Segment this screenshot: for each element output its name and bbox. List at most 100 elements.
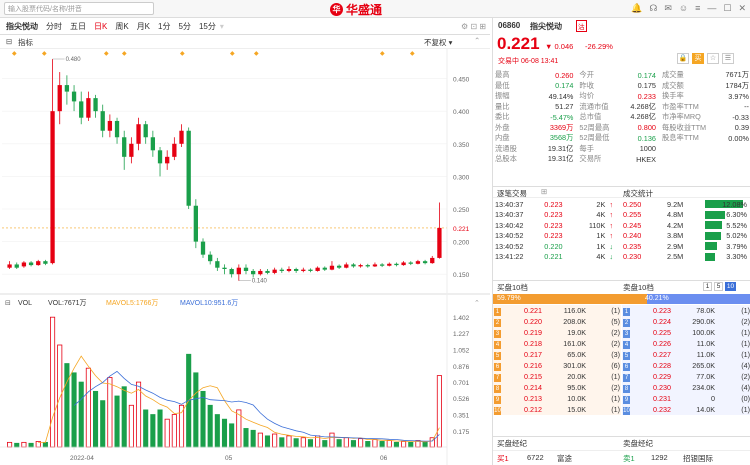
depth-level-1[interactable]: 1 bbox=[703, 282, 712, 291]
minimize-icon[interactable]: — bbox=[707, 3, 717, 13]
bid-level-row: 7 0.215 20.0K (1) bbox=[493, 371, 621, 382]
lock-icon[interactable]: 🔒 bbox=[677, 53, 689, 64]
bid-broker-title: 买盘经纪 bbox=[497, 439, 527, 448]
kline-chart[interactable]: 0.450 0.400 0.350 0.300 0.250 0.221 0.200 0.150… bbox=[0, 49, 490, 465]
event-marker[interactable]: ◆ bbox=[180, 51, 185, 57]
ask-level-row: 6 0.228 265.0K (4) bbox=[622, 360, 750, 371]
price-stat-pct: 3.30% bbox=[726, 252, 747, 262]
maximize-icon[interactable]: ☐ bbox=[723, 3, 732, 13]
stat-cell: 49.14% bbox=[548, 91, 574, 101]
star-icon[interactable]: ☆ bbox=[707, 53, 719, 64]
candle-body bbox=[136, 124, 141, 144]
stat-row: 内盘 3568万 52周最低 0.136 股息率TTM 0.00% bbox=[495, 133, 749, 144]
level-badge: 5 bbox=[494, 351, 501, 360]
candle-body bbox=[308, 269, 313, 271]
collapse-panel-icon[interactable]: ⌃ bbox=[474, 36, 481, 45]
price-stats-list: 0.250 9.2M 12.08% 0.255 4.8M 6.30% 0.245 4.2M 5.… bbox=[621, 199, 749, 262]
vol-tick-label: 1.227 bbox=[453, 331, 470, 338]
trade-volume: 4K bbox=[596, 252, 606, 262]
candle-body bbox=[157, 150, 163, 164]
trade-row: 13:40:52 0.223 1K ↑ bbox=[493, 231, 619, 242]
indicator-button[interactable]: 指标 bbox=[18, 38, 33, 47]
vol-collapse-icon[interactable]: ⊟ bbox=[5, 300, 11, 307]
candle-body bbox=[36, 261, 41, 266]
ask-level-row: 8 0.230 234.0K (4) bbox=[622, 382, 750, 393]
headset-icon[interactable]: ☊ bbox=[649, 3, 658, 13]
price-stat-pct: 5.52% bbox=[726, 220, 747, 230]
bid-broker-name[interactable]: 富途 bbox=[557, 454, 572, 463]
event-marker[interactable]: ◆ bbox=[254, 51, 259, 57]
depth-level-selector: 1 5 10 bbox=[703, 282, 736, 291]
level-badge: 10 bbox=[623, 406, 630, 415]
trade-time: 13:40:52 bbox=[495, 231, 524, 241]
trade-volume: 110K bbox=[588, 220, 606, 230]
tab-weekly-k[interactable]: 周K bbox=[115, 21, 129, 31]
ask-broker-level: 卖1 bbox=[623, 454, 635, 463]
tab-daily-k[interactable]: 日K bbox=[94, 21, 108, 31]
close-icon[interactable]: ✕ bbox=[738, 3, 746, 13]
stat-cell: 每股收益TTM bbox=[661, 122, 707, 132]
level-badge: 1 bbox=[494, 307, 501, 316]
bid-level-row: 4 0.218 161.0K (2) bbox=[493, 338, 621, 349]
stat-cell bbox=[656, 144, 708, 155]
event-marker[interactable]: ◆ bbox=[12, 51, 17, 57]
volume-bar bbox=[408, 441, 414, 448]
volume-bar bbox=[42, 441, 48, 448]
event-marker[interactable]: ◆ bbox=[230, 51, 235, 57]
price-stat-volume: 2.5M bbox=[667, 252, 684, 262]
stat-cell: 成交额 bbox=[661, 80, 684, 90]
tab-monthly-k[interactable]: 月K bbox=[136, 21, 151, 31]
candle-body bbox=[336, 265, 342, 268]
event-marker[interactable]: ◆ bbox=[42, 51, 47, 57]
volume-bar bbox=[107, 377, 113, 448]
depth-level-5[interactable]: 5 bbox=[714, 282, 723, 291]
price-stat-bar: 5.52% bbox=[705, 220, 749, 231]
list-icon[interactable]: ☰ bbox=[722, 53, 734, 64]
tab-15min[interactable]: 15分 bbox=[198, 21, 216, 31]
chart-settings-icon[interactable]: ⚙ ⊡ ⊞ bbox=[460, 21, 486, 31]
stat-cell bbox=[708, 144, 749, 155]
candle-body bbox=[57, 85, 62, 112]
tab-intraday[interactable]: 分时 bbox=[46, 21, 62, 31]
tab-five-day[interactable]: 五日 bbox=[70, 21, 86, 31]
vol-panel-toggle-icon[interactable]: ⌃ bbox=[474, 300, 480, 307]
level-qty: 301.0K bbox=[563, 361, 586, 370]
mail-icon[interactable]: ✉ bbox=[664, 3, 672, 13]
level-index: 7 bbox=[622, 371, 634, 382]
menu-icon[interactable]: ≡ bbox=[695, 3, 701, 13]
event-marker[interactable]: ◆ bbox=[122, 51, 127, 57]
collapse-icon[interactable]: ⊟ bbox=[6, 37, 13, 46]
candle-body bbox=[122, 137, 127, 157]
trade-price: 0.223 bbox=[544, 210, 563, 220]
event-marker[interactable]: ◆ bbox=[380, 51, 385, 57]
search-input[interactable]: 输入股票代码/名称/拼音 bbox=[4, 2, 154, 15]
level-index: 10 bbox=[493, 404, 505, 415]
bell-icon[interactable]: 🔔 bbox=[631, 3, 643, 13]
tab-stock-name[interactable]: 指尖悦动 bbox=[6, 21, 38, 31]
candle-body bbox=[272, 269, 277, 273]
quote-panel: 06860 指尖悦动 沽 0.221 ▼ 0.046 -26.29% 交易中 0… bbox=[492, 18, 750, 465]
level-qty: 95.0K bbox=[567, 383, 586, 392]
dropdown-chevron-icon[interactable]: ▾ bbox=[219, 21, 224, 31]
mavol5-line bbox=[38, 355, 440, 443]
volume-bar bbox=[100, 400, 106, 448]
level-qty: 78.0K bbox=[696, 306, 715, 315]
depth-level-10[interactable]: 10 bbox=[725, 282, 736, 291]
expand-icon[interactable]: ⊞ bbox=[541, 187, 548, 196]
candle-body bbox=[172, 143, 177, 157]
trade-row: 13:40:37 0.223 4K ↑ bbox=[493, 210, 619, 221]
event-marker[interactable]: ◆ bbox=[104, 51, 109, 57]
candle-body bbox=[387, 263, 392, 266]
stat-cell: -0.33 bbox=[732, 112, 749, 122]
user-icon[interactable]: ☺ bbox=[678, 3, 689, 13]
tab-5min[interactable]: 5分 bbox=[178, 21, 191, 31]
adjust-dropdown[interactable]: 不复权 ▾ bbox=[424, 38, 453, 47]
volume-bar bbox=[164, 418, 170, 448]
ask-broker-name[interactable]: 招银国际 bbox=[683, 454, 713, 463]
buy-button[interactable]: 买 bbox=[692, 53, 704, 64]
tab-1min[interactable]: 1分 bbox=[158, 21, 171, 31]
stat-cell: 市净率MRQ bbox=[661, 112, 701, 122]
level-price: 0.225 bbox=[653, 328, 671, 337]
trade-row: 13:40:37 0.223 2K ↑ bbox=[493, 199, 619, 210]
event-marker[interactable]: ◆ bbox=[410, 51, 415, 57]
